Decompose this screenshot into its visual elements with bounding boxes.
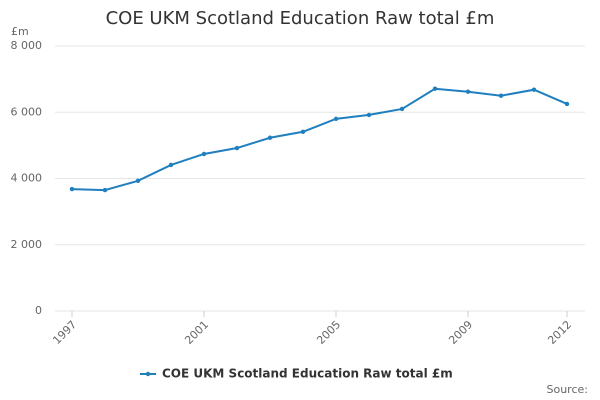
y-axis-label: £m <box>11 25 29 38</box>
chart-title: COE UKM Scotland Education Raw total £m <box>106 8 495 29</box>
point <box>465 89 471 94</box>
point <box>300 129 306 134</box>
point <box>168 162 174 168</box>
point <box>498 93 504 98</box>
y-tick-label: 4 000 <box>11 172 43 185</box>
point <box>333 116 339 122</box>
point <box>366 112 372 118</box>
point <box>135 178 141 184</box>
point <box>102 187 108 193</box>
point <box>69 186 75 192</box>
point <box>267 135 273 140</box>
x-tick-label: 2009 <box>446 318 475 347</box>
source: Source: <box>547 383 589 396</box>
x-tick-label: 2012 <box>545 318 574 347</box>
y-tick-label: 2 000 <box>11 238 43 251</box>
point <box>201 151 207 157</box>
series-line <box>71 87 568 192</box>
point <box>234 145 240 151</box>
y-tick-label: 6 000 <box>11 105 43 118</box>
legend-label: COE UKM Scotland Education Raw total £m <box>162 367 453 381</box>
x-tick-label: 2005 <box>314 318 343 347</box>
point <box>399 106 405 112</box>
point <box>564 101 570 107</box>
y-tick-label: 8 000 <box>11 39 43 52</box>
point <box>531 87 537 92</box>
x-tick-label: 1997 <box>50 318 79 347</box>
x-tick-label: 2001 <box>182 318 211 347</box>
legend-marker <box>145 371 151 377</box>
point <box>432 86 438 91</box>
y-tick-label: 0 <box>35 304 42 317</box>
